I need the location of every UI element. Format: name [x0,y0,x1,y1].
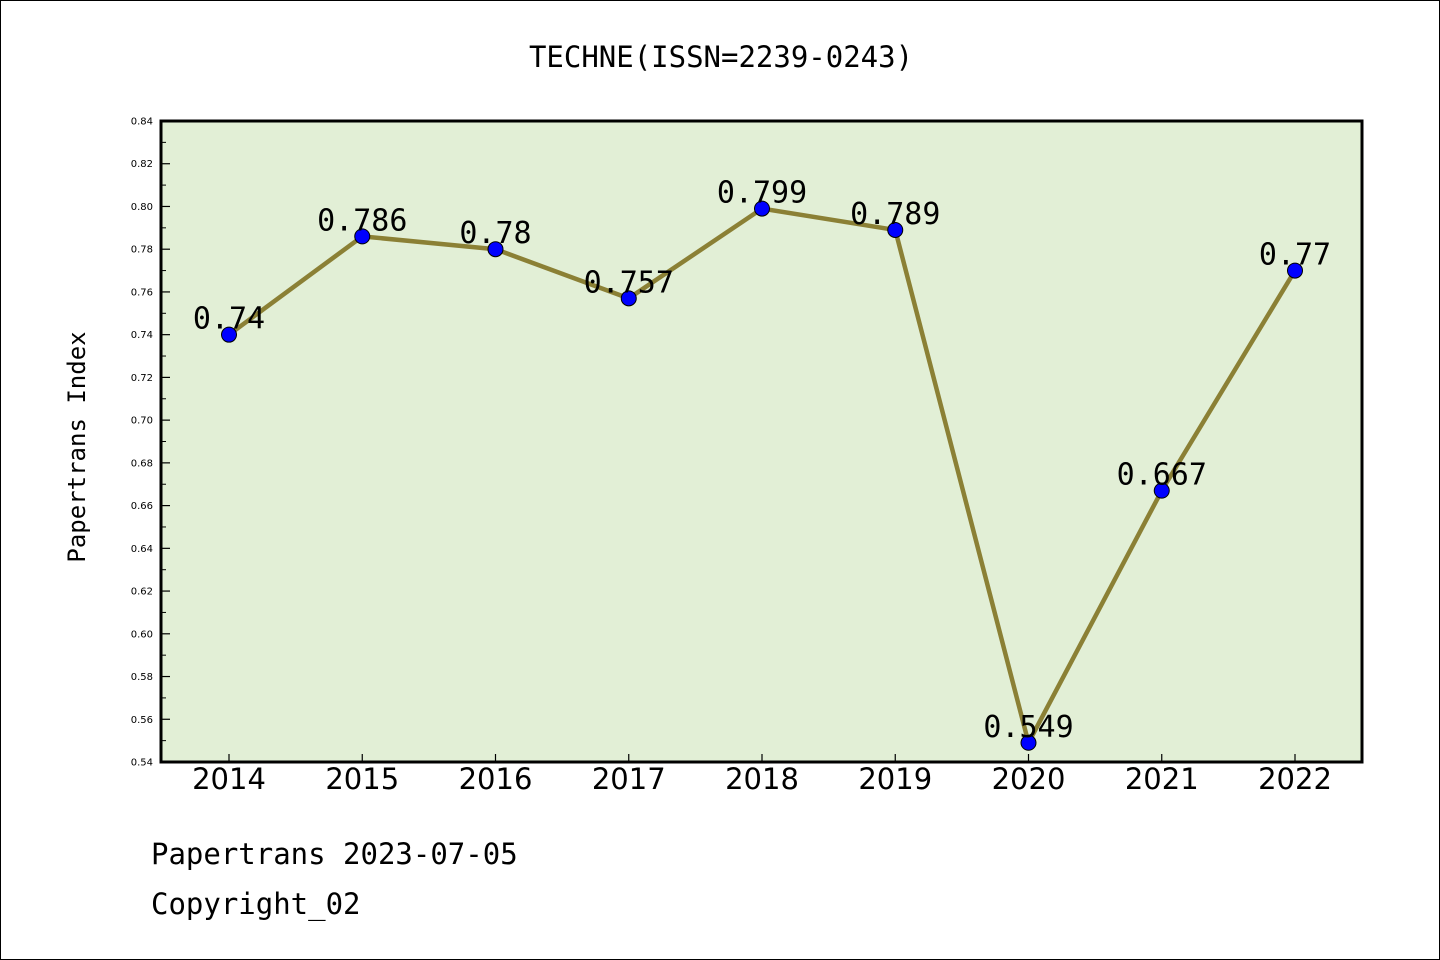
x-axis: 2014 2015 2016 2017 2018 2019 2020 2021 2022 [192,754,1332,796]
data-point [487,241,504,258]
y-tick-label: 0.82 [131,159,153,170]
y-tick-label: 0.66 [131,501,153,512]
data-point [1287,262,1303,279]
footer-date: Papertrans 2023-07-05 [151,837,518,871]
data-point [221,326,237,343]
data-label: 0.786 [317,203,407,238]
data-label: 0.799 [717,176,807,211]
y-tick-label: 0.80 [131,202,153,213]
y-tick-label: 0.84 [131,117,153,128]
data-point [1153,482,1170,499]
x-tick-label: 2018 [725,762,799,796]
y-tick-label: 0.72 [131,373,153,384]
y-tick-label: 0.78 [131,245,153,256]
x-tick-label: 2022 [1258,762,1332,796]
data-label: 0.77 [1259,238,1331,273]
plot-border [159,119,1364,764]
x-tick-label: 2020 [992,762,1066,796]
y-tick-label: 0.70 [131,416,153,427]
y-tick-label: 0.68 [131,458,153,469]
footer-copyright: Copyright_02 [151,887,361,921]
y-tick-label: 0.74 [131,330,153,341]
plot-area [161,121,1362,762]
chart-title: TECHNE(ISSN=2239-0243) [529,40,913,74]
data-point [1020,734,1037,751]
x-tick-label: 2014 [192,762,266,796]
y-axis-label: Papertrans Index [63,331,91,562]
data-label: 0.667 [1117,458,1207,493]
data-point [620,290,637,307]
x-tick-label: 2021 [1125,762,1199,796]
y-tick-label: 0.60 [131,629,153,640]
series-layer: 0.74 0.786 0.78 0.757 0.799 0.789 0.549 0.667 0.… [193,176,1331,751]
y-tick-label: 0.58 [131,672,153,683]
data-label: 0.74 [193,302,265,337]
y-tick-label: 0.64 [131,544,153,555]
data-label: 0.549 [983,710,1073,745]
y-tick-label: 0.54 [131,758,153,769]
x-tick-label: 2017 [592,762,666,796]
data-point [754,200,770,217]
data-label: 0.757 [584,265,674,300]
y-tick-label: 0.76 [131,287,153,298]
x-tick-label: 2019 [858,762,932,796]
x-tick-label: 2016 [459,762,533,796]
y-tick-label: 0.56 [131,715,153,726]
data-label: 0.789 [850,197,940,232]
data-point [354,228,371,245]
y-tick-label: 0.62 [131,587,153,598]
data-label: 0.78 [459,216,531,251]
data-point [887,221,904,238]
x-tick-label: 2015 [325,762,399,796]
